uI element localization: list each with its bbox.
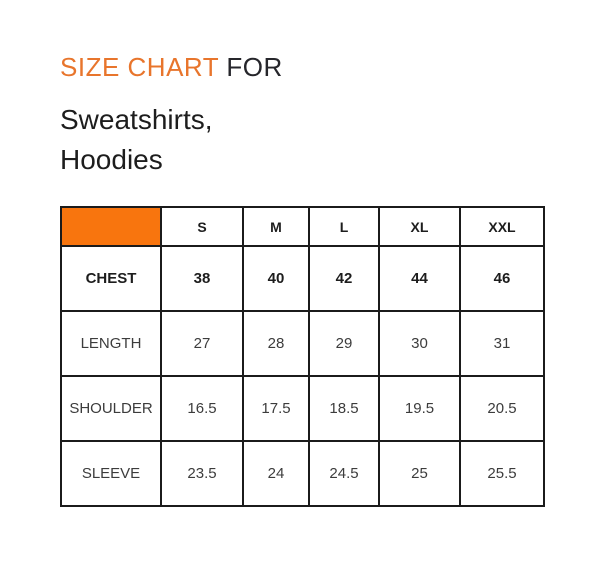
page-subtitle: Sweatshirts, Hoodies: [60, 100, 213, 180]
value-cell: 18.5: [308, 375, 380, 442]
table-row-length: LENGTH 27 28 29 30 31: [60, 310, 545, 377]
value-cell: 31: [459, 310, 545, 377]
value-cell: 28: [242, 310, 310, 377]
value-cell: 46: [459, 245, 545, 312]
value-cell: 42: [308, 245, 380, 312]
size-chart-table: S M L XL XXL CHEST 38 40 42 44 46 LENGTH…: [60, 206, 545, 507]
value-cell: 30: [378, 310, 461, 377]
page-title-highlight: SIZE CHART: [60, 52, 219, 82]
value-cell: 40: [242, 245, 310, 312]
value-cell: 27: [160, 310, 244, 377]
row-label-cell: LENGTH: [60, 310, 162, 377]
subtitle-line-1: Sweatshirts,: [60, 104, 213, 135]
column-header-xxl: XXL: [459, 206, 545, 247]
value-cell: 16.5: [160, 375, 244, 442]
row-label-cell: CHEST: [60, 245, 162, 312]
page-title: SIZE CHART FOR: [60, 53, 283, 81]
value-cell: 44: [378, 245, 461, 312]
column-header-xl: XL: [378, 206, 461, 247]
table-row-sleeve: SLEEVE 23.5 24 24.5 25 25.5: [60, 440, 545, 507]
value-cell: 25: [378, 440, 461, 507]
value-cell: 23.5: [160, 440, 244, 507]
value-cell: 17.5: [242, 375, 310, 442]
value-cell: 20.5: [459, 375, 545, 442]
page-title-rest: FOR: [218, 52, 283, 82]
table-row-shoulder: SHOULDER 16.5 17.5 18.5 19.5 20.5: [60, 375, 545, 442]
value-cell: 25.5: [459, 440, 545, 507]
value-cell: 24: [242, 440, 310, 507]
value-cell: 24.5: [308, 440, 380, 507]
value-cell: 29: [308, 310, 380, 377]
corner-cell: [60, 206, 162, 247]
column-header-l: L: [308, 206, 380, 247]
row-label-cell: SLEEVE: [60, 440, 162, 507]
subtitle-line-2: Hoodies: [60, 144, 163, 175]
value-cell: 19.5: [378, 375, 461, 442]
table-header-row: S M L XL XXL: [60, 206, 545, 247]
column-header-s: S: [160, 206, 244, 247]
row-label-cell: SHOULDER: [60, 375, 162, 442]
column-header-m: M: [242, 206, 310, 247]
value-cell: 38: [160, 245, 244, 312]
table-row-chest: CHEST 38 40 42 44 46: [60, 245, 545, 312]
